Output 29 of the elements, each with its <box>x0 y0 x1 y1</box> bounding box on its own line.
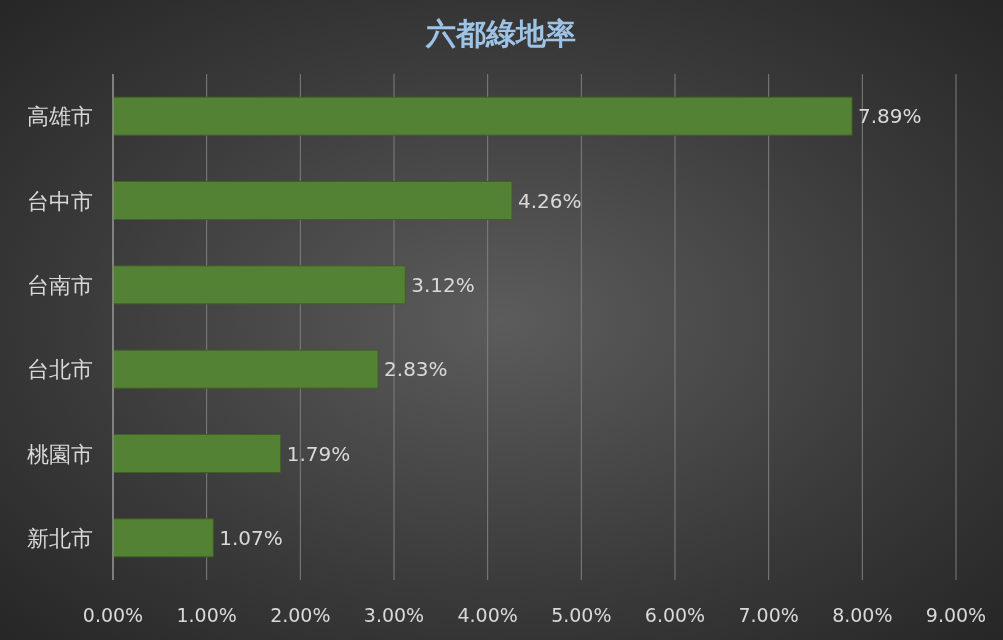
y-tick-label: 台北市 <box>27 357 93 383</box>
chart-title: 六都綠地率 <box>425 16 576 51</box>
y-tick-label: 台南市 <box>27 272 93 298</box>
bar <box>112 349 379 389</box>
bar <box>112 181 513 220</box>
data-label: 4.26% <box>518 188 582 213</box>
bar <box>112 96 853 136</box>
x-tick-label: 5.00% <box>551 604 612 626</box>
x-tick-label: 6.00% <box>644 604 706 626</box>
data-label: 1.79% <box>286 441 351 466</box>
x-tick-label: 4.00% <box>457 604 518 626</box>
x-tick-label: 9.00% <box>925 604 987 626</box>
y-tick-label: 高雄市 <box>27 104 93 130</box>
y-tick-label: 桃園市 <box>27 441 93 467</box>
x-tick-label: 8.00% <box>832 604 893 626</box>
data-label: 1.07% <box>219 525 283 550</box>
y-tick-label: 台中市 <box>27 188 93 214</box>
data-label: 2.83% <box>384 357 448 382</box>
bar <box>112 265 406 305</box>
x-tick-label: 0.00% <box>82 604 144 626</box>
y-tick-label: 新北市 <box>27 525 93 551</box>
data-label: 3.12% <box>411 272 475 297</box>
bar <box>112 434 282 473</box>
x-tick-label: 2.00% <box>270 604 331 626</box>
x-tick-label: 3.00% <box>363 604 425 626</box>
x-tick-label: 1.00% <box>176 604 237 626</box>
data-label: 7.89% <box>858 104 922 129</box>
bar <box>112 518 214 558</box>
x-tick-label: 7.00% <box>738 604 799 626</box>
